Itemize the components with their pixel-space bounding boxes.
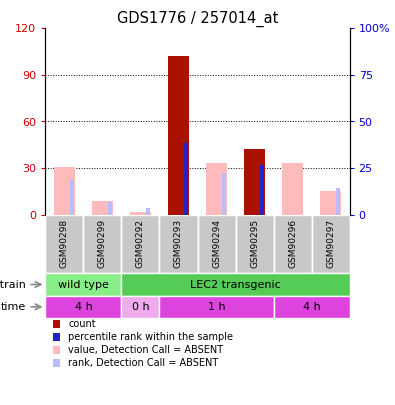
Bar	[122, 215, 160, 273]
Text: GSM90298: GSM90298	[60, 220, 69, 269]
Text: wild type: wild type	[58, 279, 109, 290]
Text: 0 h: 0 h	[132, 302, 149, 312]
Text: time: time	[1, 302, 26, 312]
Text: rank, Detection Call = ABSENT: rank, Detection Call = ABSENT	[68, 358, 218, 368]
Bar	[45, 296, 122, 318]
Text: GSM90292: GSM90292	[136, 220, 145, 269]
Text: GSM90299: GSM90299	[98, 220, 107, 269]
Bar	[244, 149, 265, 215]
Text: GSM90295: GSM90295	[250, 220, 259, 269]
Bar	[45, 273, 122, 296]
Bar	[54, 166, 75, 215]
Bar	[70, 179, 74, 215]
Text: strain: strain	[0, 279, 26, 290]
Bar	[108, 202, 112, 215]
Bar	[45, 215, 83, 273]
Bar	[273, 296, 350, 318]
Bar	[312, 215, 350, 273]
Text: 1 h: 1 h	[208, 302, 225, 312]
Bar	[222, 173, 226, 215]
Text: count: count	[68, 319, 96, 329]
Bar	[160, 215, 198, 273]
Bar	[206, 163, 227, 215]
Text: 4 h: 4 h	[303, 302, 320, 312]
Bar	[130, 211, 151, 215]
Text: GSM90296: GSM90296	[288, 220, 297, 269]
Bar	[235, 215, 274, 273]
Bar	[198, 215, 235, 273]
Text: GSM90293: GSM90293	[174, 220, 183, 269]
Bar	[146, 209, 150, 215]
Text: percentile rank within the sample: percentile rank within the sample	[68, 332, 233, 342]
Bar	[160, 296, 273, 318]
Text: 4 h: 4 h	[75, 302, 92, 312]
Bar	[260, 165, 264, 215]
Bar	[168, 56, 189, 215]
Bar	[336, 188, 340, 215]
Bar	[320, 191, 341, 215]
Bar	[184, 143, 188, 215]
Bar	[282, 163, 303, 215]
Bar	[92, 200, 113, 215]
Bar	[122, 273, 350, 296]
Text: GSM90297: GSM90297	[326, 220, 335, 269]
Bar	[122, 296, 160, 318]
Bar	[83, 215, 122, 273]
Text: value, Detection Call = ABSENT: value, Detection Call = ABSENT	[68, 345, 224, 355]
Bar	[273, 215, 312, 273]
Text: GSM90294: GSM90294	[212, 220, 221, 269]
Title: GDS1776 / 257014_at: GDS1776 / 257014_at	[117, 11, 278, 27]
Text: LEC2 transgenic: LEC2 transgenic	[190, 279, 281, 290]
